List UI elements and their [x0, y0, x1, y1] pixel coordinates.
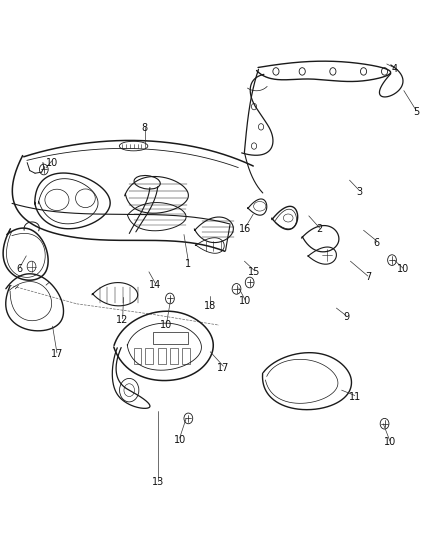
Bar	[153, 332, 188, 344]
Text: 7: 7	[365, 272, 371, 282]
Text: 14: 14	[149, 280, 162, 290]
Text: 10: 10	[160, 320, 173, 330]
Text: 8: 8	[141, 123, 148, 133]
Bar	[158, 348, 166, 364]
Text: 10: 10	[384, 438, 396, 447]
Bar	[145, 348, 153, 364]
Text: 17: 17	[51, 350, 63, 359]
Text: 5: 5	[413, 107, 419, 117]
Text: 16: 16	[239, 224, 251, 234]
Text: 10: 10	[46, 158, 58, 167]
Text: 10: 10	[397, 264, 409, 274]
Text: 18: 18	[204, 302, 216, 311]
Text: 4: 4	[391, 64, 397, 74]
Bar	[170, 348, 178, 364]
Text: 2: 2	[317, 224, 323, 234]
Bar	[182, 348, 190, 364]
Text: 11: 11	[349, 392, 361, 402]
Bar	[134, 348, 141, 364]
Text: 6: 6	[374, 238, 380, 247]
Text: 15: 15	[248, 267, 260, 277]
Text: 12: 12	[117, 315, 129, 325]
Text: 10: 10	[173, 435, 186, 445]
Text: 3: 3	[356, 187, 362, 197]
Text: 1: 1	[185, 259, 191, 269]
Text: 9: 9	[343, 312, 349, 322]
Text: 13: 13	[152, 478, 164, 487]
Text: 10: 10	[239, 296, 251, 306]
Text: 6: 6	[17, 264, 23, 274]
Text: 17: 17	[217, 363, 230, 373]
